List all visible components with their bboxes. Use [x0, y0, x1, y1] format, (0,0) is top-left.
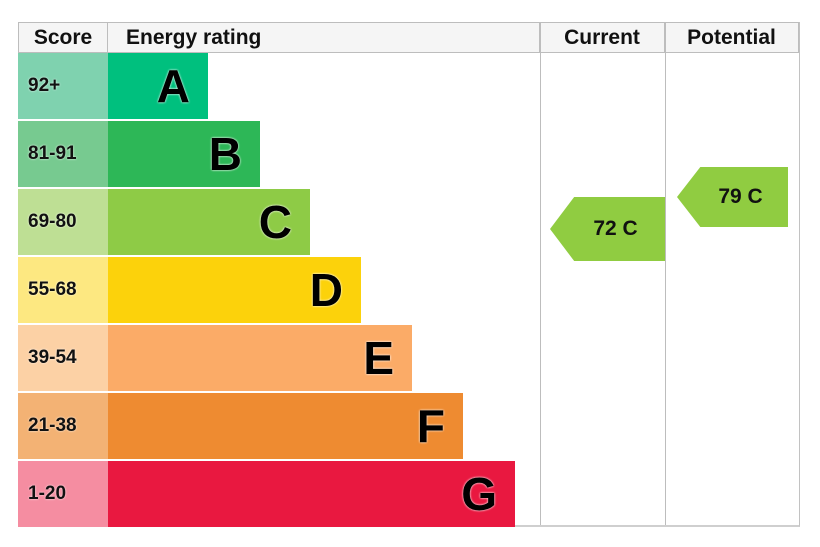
- score-range-b: 81-91: [18, 121, 108, 187]
- rating-bar-c: C: [108, 189, 310, 255]
- rating-bar-d: D: [108, 257, 361, 323]
- band-row-f: 21-38 F: [18, 393, 799, 461]
- potential-column-header: Potential: [665, 22, 799, 53]
- epc-rating-chart: Score Energy rating Current Potential 92…: [18, 22, 800, 527]
- potential-rating-value: 79 C: [718, 185, 763, 208]
- rating-bar-g: G: [108, 461, 515, 527]
- potential-column-divider: [665, 22, 666, 525]
- current-rating-arrow: 72 C: [550, 197, 665, 261]
- score-range-e: 39-54: [18, 325, 108, 391]
- current-rating-value: 72 C: [593, 217, 638, 240]
- band-row-g: 1-20 G: [18, 461, 799, 527]
- score-column-header: Score: [18, 22, 108, 53]
- rating-bar-f: F: [108, 393, 463, 459]
- rating-bar-e: E: [108, 325, 412, 391]
- band-row-d: 55-68 D: [18, 257, 799, 325]
- score-range-c: 69-80: [18, 189, 108, 255]
- band-rows: 92+ A 81-91 B 69-80 C 55-68 D 39-54 E 21…: [18, 53, 799, 527]
- score-range-f: 21-38: [18, 393, 108, 459]
- band-row-e: 39-54 E: [18, 325, 799, 393]
- score-range-a: 92+: [18, 53, 108, 119]
- energy-rating-column-header: Energy rating: [108, 22, 540, 53]
- score-range-d: 55-68: [18, 257, 108, 323]
- current-column-divider: [540, 22, 541, 525]
- band-row-a: 92+ A: [18, 53, 799, 121]
- table-header-row: Score Energy rating Current Potential: [18, 22, 799, 53]
- score-range-g: 1-20: [18, 461, 108, 527]
- rating-bar-b: B: [108, 121, 260, 187]
- band-row-b: 81-91 B: [18, 121, 799, 189]
- band-row-c: 69-80 C: [18, 189, 799, 257]
- current-column-header: Current: [540, 22, 665, 53]
- potential-rating-arrow: 79 C: [677, 167, 788, 227]
- rating-bar-a: A: [108, 53, 208, 119]
